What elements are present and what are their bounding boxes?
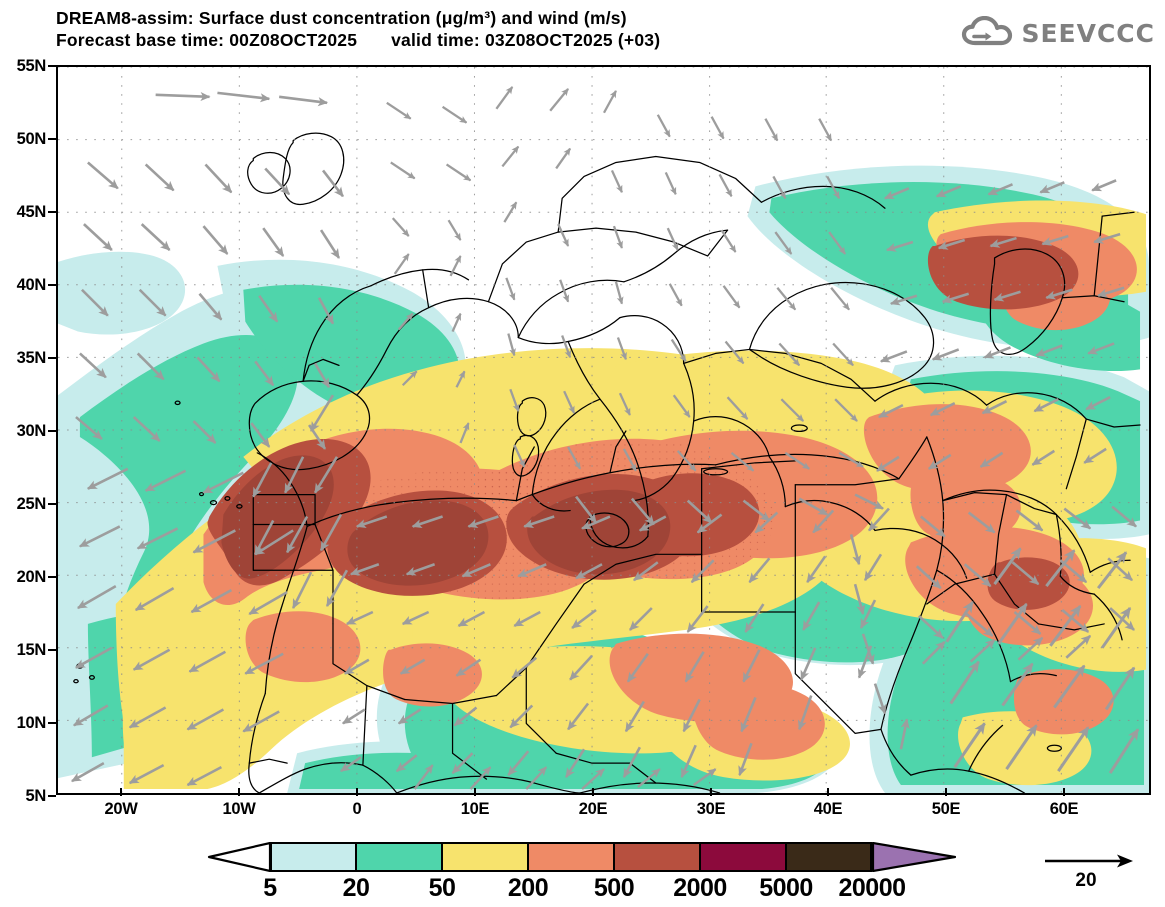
y-tick-label: 40N <box>16 276 47 294</box>
x-tick-label: 0 <box>352 800 362 818</box>
wind-scale-reference: 20 <box>1043 852 1147 896</box>
colorbar-segment[interactable] <box>614 842 700 872</box>
colorbar-segments[interactable] <box>270 842 872 872</box>
colorbar-tick-label: 50 <box>428 874 456 902</box>
colorbar-tick-label: 20000 <box>838 874 906 902</box>
dust-concentration-map <box>58 67 1149 793</box>
map-plot-area[interactable] <box>56 65 1151 795</box>
y-tick-label: 5N <box>25 787 47 805</box>
seevccc-logo: SEEVCCC <box>961 14 1155 52</box>
x-tick-label: 50E <box>931 800 961 818</box>
colorbar-tick-label: 500 <box>593 874 635 902</box>
colorbar-segment[interactable] <box>356 842 442 872</box>
forecast-time-line: Forecast base time: 00Z08OCT2025 valid ti… <box>56 30 660 51</box>
colorbar[interactable]: 5 20 50 200 500 2000 5000 20000 <box>0 836 1165 907</box>
x-tick-label: 40E <box>813 800 843 818</box>
colorbar-segment[interactable] <box>786 842 872 872</box>
map-gridlines <box>58 67 1149 793</box>
colorbar-tick-label: 200 <box>507 874 549 902</box>
colorbar-tick-label: 5000 <box>759 874 813 902</box>
colorbar-tick-label: 20 <box>342 874 370 902</box>
colorbar-under-cap <box>207 842 271 872</box>
wind-vectors <box>71 86 1140 790</box>
x-tick-label: 10W <box>222 800 256 818</box>
y-tick-label: 55N <box>16 57 47 75</box>
colorbar-segment[interactable] <box>442 842 528 872</box>
y-tick-label: 25N <box>16 495 47 513</box>
dust-level-2000 <box>221 455 671 586</box>
colorbar-tick-label: 5 <box>263 874 277 902</box>
colorbar-segment[interactable] <box>270 842 356 872</box>
x-tick-label: 20W <box>104 800 138 818</box>
wind-scale-value: 20 <box>1075 870 1097 891</box>
colorbar-over-cap <box>872 842 956 872</box>
x-tick-label: 60E <box>1049 800 1079 818</box>
y-tick-label: 10N <box>16 714 47 732</box>
y-tick-label: 50N <box>16 130 47 148</box>
y-tick-label: 30N <box>16 422 47 440</box>
page-title: DREAM8-assim: Surface dust concentration… <box>56 8 627 28</box>
x-tick-label: 20E <box>578 800 608 818</box>
y-tick-label: 15N <box>16 641 47 659</box>
valid-time-label: valid time: 03Z08OCT2025 (+03) <box>391 30 661 50</box>
country-borders <box>73 132 1141 793</box>
colorbar-tick-label: 2000 <box>673 874 727 902</box>
y-tick-label: 35N <box>16 349 47 367</box>
colorbar-segment[interactable] <box>528 842 614 872</box>
cloud-wind-icon <box>962 16 1013 46</box>
logo-text: SEEVCCC <box>1021 18 1155 48</box>
y-tick-label: 45N <box>16 203 47 221</box>
x-tick-label: 30E <box>696 800 726 818</box>
y-tick-label: 20N <box>16 568 47 586</box>
x-tick-label: 10E <box>460 800 490 818</box>
wind-arrow-icon <box>1045 854 1133 868</box>
colorbar-segment[interactable] <box>700 842 786 872</box>
header: DREAM8-assim: Surface dust concentration… <box>0 0 1165 62</box>
base-time-label: Forecast base time: 00Z08OCT2025 <box>56 30 358 50</box>
